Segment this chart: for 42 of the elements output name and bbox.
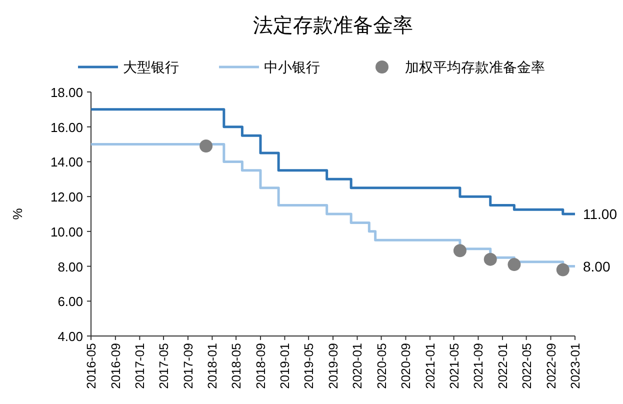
point <box>453 244 466 258</box>
x-tick-label: 2018-01 <box>206 342 220 389</box>
x-tick-label: 2018-05 <box>230 342 244 389</box>
x-tick-label: 2019-09 <box>326 342 340 389</box>
x-tick-label: 2016-05 <box>84 342 98 389</box>
x-tick-label: 2017-09 <box>181 342 196 389</box>
x-tick-label: 2020-05 <box>374 342 389 389</box>
y-tick-label: 12.00 <box>50 190 83 205</box>
point <box>556 263 570 276</box>
x-tick-label: 2017-05 <box>157 342 172 389</box>
point <box>484 252 497 266</box>
y-tick-label: 6.00 <box>58 294 83 310</box>
x-tick-label: 2021-01 <box>423 342 438 389</box>
x-tick-label: 2022-05 <box>520 342 534 389</box>
y-tick-label: 4.00 <box>58 329 83 344</box>
y-tick-label: 18.00 <box>50 85 83 100</box>
x-tick-label: 2023-01 <box>568 342 582 389</box>
y-tick-label: 16.00 <box>50 120 83 135</box>
x-tick-label: 2020-09 <box>399 342 414 389</box>
x-tick-label: 2020-01 <box>350 342 365 389</box>
legend-label: 大型银行 <box>123 59 179 75</box>
y-tick-label: 10.00 <box>50 224 83 240</box>
legend-label: 中小银行 <box>264 59 320 75</box>
point <box>508 258 521 272</box>
y-tick-label: 14.00 <box>50 154 83 170</box>
x-tick-label: 2019-05 <box>302 342 316 389</box>
x-tick-label: 2017-01 <box>133 342 148 389</box>
chart-title: 法定存款准备金率 <box>253 15 413 37</box>
data-label: 8.00 <box>583 258 610 274</box>
x-tick-label: 2016-09 <box>108 342 123 389</box>
x-tick-label: 2022-09 <box>544 342 558 389</box>
y-axis-title: % <box>10 208 25 220</box>
point <box>200 140 213 153</box>
x-tick-label: 2022-01 <box>496 342 510 389</box>
x-tick-label: 2021-09 <box>472 342 486 389</box>
data-label: 11.00 <box>583 206 618 222</box>
大型银行: 11.00 <box>91 108 617 222</box>
x-tick-label: 2021-05 <box>447 342 462 389</box>
legend-label: 加权平均存款准备金率 <box>405 59 545 75</box>
x-tick-label: 2019-01 <box>278 342 292 389</box>
y-tick-label: 8.00 <box>58 259 83 274</box>
x-tick-label: 2018-09 <box>254 342 268 389</box>
